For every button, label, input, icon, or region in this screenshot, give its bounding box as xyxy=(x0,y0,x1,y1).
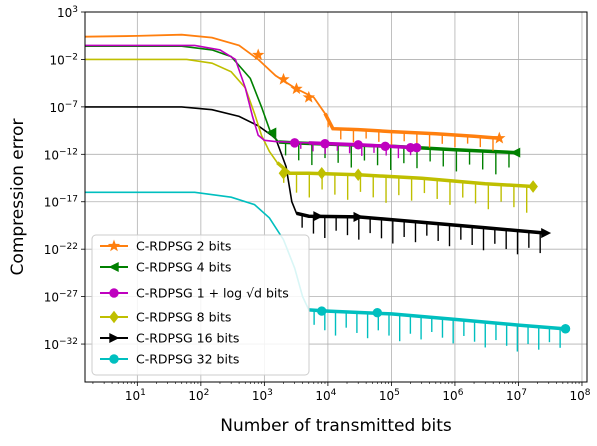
legend-label: C-RDPSG 16 bits xyxy=(136,331,239,346)
series-marker xyxy=(302,90,315,103)
series-marker xyxy=(316,167,327,180)
legend-marker xyxy=(109,310,119,324)
series-6 xyxy=(85,191,571,352)
y-tick-label: 10−7 xyxy=(49,100,78,115)
legend-box xyxy=(91,234,310,376)
series-1 xyxy=(84,33,506,151)
y-tick-label: 10−17 xyxy=(44,195,78,210)
legend-item: C-RDPSG 32 bits xyxy=(100,352,239,367)
y-tick-label: 10−32 xyxy=(44,337,78,352)
series-marker xyxy=(278,167,289,180)
series-marker xyxy=(317,306,327,316)
series-4 xyxy=(85,58,538,213)
y-tick-label: 103 xyxy=(57,5,78,20)
plot-frame xyxy=(84,11,588,383)
series-marker xyxy=(313,211,324,222)
legend-marker xyxy=(109,332,120,344)
y-axis-label: Compression error xyxy=(8,119,28,276)
legend-item: C-RDPSG 16 bits xyxy=(100,331,239,346)
legend: C-RDPSG 2 bits C-RDPSG 4 bits C-RDPSG 1 + … xyxy=(91,234,310,376)
series-marker xyxy=(289,138,300,148)
series-3 xyxy=(85,44,422,159)
series-marker xyxy=(266,127,277,138)
y-tick-label: 10−2 xyxy=(49,52,78,67)
series-marker xyxy=(252,48,265,61)
y-axis: 103 10−2 10−7 10−12 10−17 10−22 10−27 10−32 xyxy=(44,5,85,352)
series-marker xyxy=(380,141,390,151)
x-axis-label: Number of transmitted bits xyxy=(220,416,452,436)
legend-marker xyxy=(108,261,119,273)
series-marker xyxy=(277,72,290,85)
legend-marker xyxy=(109,288,119,298)
legend-item: C-RDPSG 1 + log √d bits xyxy=(100,286,289,301)
series-band xyxy=(296,211,547,235)
series-marker xyxy=(560,324,571,334)
series-marker xyxy=(411,142,422,153)
legend-label: C-RDPSG 8 bits xyxy=(136,310,231,325)
series-band xyxy=(323,112,500,140)
y-tick-label: 10−22 xyxy=(44,242,78,257)
series-marker xyxy=(353,211,364,222)
legend-item: C-RDPSG 4 bits xyxy=(100,260,231,275)
y-tick-label: 10−27 xyxy=(44,290,78,305)
series-marker xyxy=(290,82,303,95)
series-5 xyxy=(85,106,552,255)
legend-label: C-RDPSG 4 bits xyxy=(136,260,231,275)
legend-label: C-RDPSG 32 bits xyxy=(136,352,239,367)
series-marker xyxy=(353,140,363,150)
series-marker xyxy=(510,147,521,158)
series-marker xyxy=(372,308,383,318)
legend-item: C-RDPSG 2 bits xyxy=(100,239,231,254)
legend-marker xyxy=(107,239,121,252)
legend-label: C-RDPSG 2 bits xyxy=(136,239,231,254)
series-layer xyxy=(84,33,571,352)
legend-label: C-RDPSG 1 + log √d bits xyxy=(136,286,289,301)
series-marker xyxy=(541,228,552,239)
legend-item: C-RDPSG 8 bits xyxy=(100,310,231,325)
legend-marker xyxy=(109,354,119,364)
series-marker xyxy=(493,131,506,144)
y-tick-label: 10−12 xyxy=(44,147,78,162)
series-marker xyxy=(320,139,330,149)
series-marker xyxy=(528,180,538,193)
series-marker xyxy=(353,168,364,182)
